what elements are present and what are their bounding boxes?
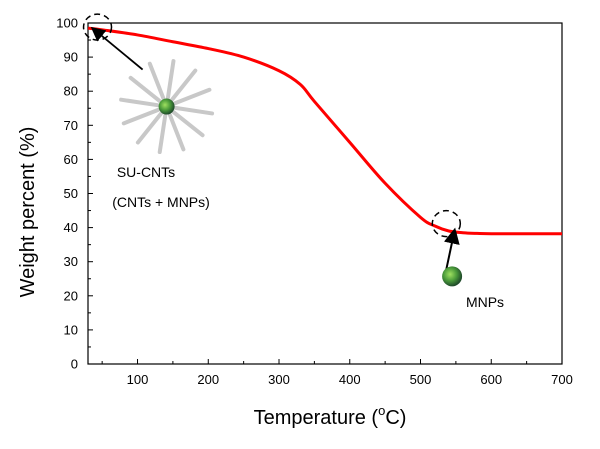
plateau-marker-circle (431, 209, 462, 238)
su-cnts-illustration (119, 59, 215, 155)
nanotube-arm (172, 87, 212, 106)
y-tick-label: 100 (56, 16, 78, 31)
x-tick-label: 400 (339, 372, 361, 387)
mnps-arrow (444, 227, 460, 271)
nanotube-arm (165, 59, 176, 100)
y-tick-label: 70 (64, 118, 78, 133)
annotation-cnts-mnps: (CNTs + MNPs) (112, 194, 210, 210)
nanotube-arm (128, 75, 162, 103)
series-line (87, 26, 562, 236)
x-tick-label: 100 (127, 372, 149, 387)
x-axis-title-degree: o (378, 403, 385, 418)
y-tick-label: 60 (64, 152, 78, 167)
nanotube-arm (157, 113, 168, 155)
particle-core (158, 98, 175, 115)
nanotube-arm (135, 111, 163, 145)
su-cnts-arrow (90, 26, 144, 71)
nanotube-arm (173, 105, 215, 116)
y-tick-label: 80 (64, 84, 78, 99)
y-tick-label: 30 (64, 254, 78, 269)
mnp-particle (442, 266, 463, 287)
nanotube-arm (170, 68, 198, 102)
nanotube-arm (121, 107, 161, 126)
annotation-layer (82, 13, 463, 287)
x-tick-label: 300 (268, 372, 290, 387)
y-axis-title: Weight percent (%) (17, 127, 39, 298)
series-layer (87, 26, 562, 236)
x-axis-ticks: 100 200 300 400 500 600 700 (101, 359, 573, 387)
y-axis-ticks: 0 10 20 30 40 50 60 70 80 90 100 (56, 16, 93, 372)
nanotube-arm (147, 61, 166, 101)
x-axis-title: Temperature (oC) (254, 403, 407, 429)
y-tick-label: 0 (71, 357, 78, 372)
x-tick-label: 600 (480, 372, 502, 387)
x-axis-title-unit: C) (385, 407, 406, 429)
y-tick-label: 90 (64, 50, 78, 65)
nanotube-arm (171, 110, 205, 138)
y-tick-label: 40 (64, 220, 78, 235)
x-tick-label: 200 (197, 372, 219, 387)
y-tick-label: 50 (64, 186, 78, 201)
x-tick-label: 500 (410, 372, 432, 387)
y-tick-label: 10 (64, 322, 78, 337)
nanotube-arm (119, 97, 160, 108)
annotation-mnps: MNPs (466, 294, 504, 310)
y-tick-label: 20 (64, 288, 78, 303)
x-tick-label: 700 (551, 372, 573, 387)
nanotube-arm (167, 112, 186, 152)
x-axis-title-main: Temperature ( (254, 407, 379, 429)
annotation-su-cnts: SU-CNTs (117, 164, 175, 180)
